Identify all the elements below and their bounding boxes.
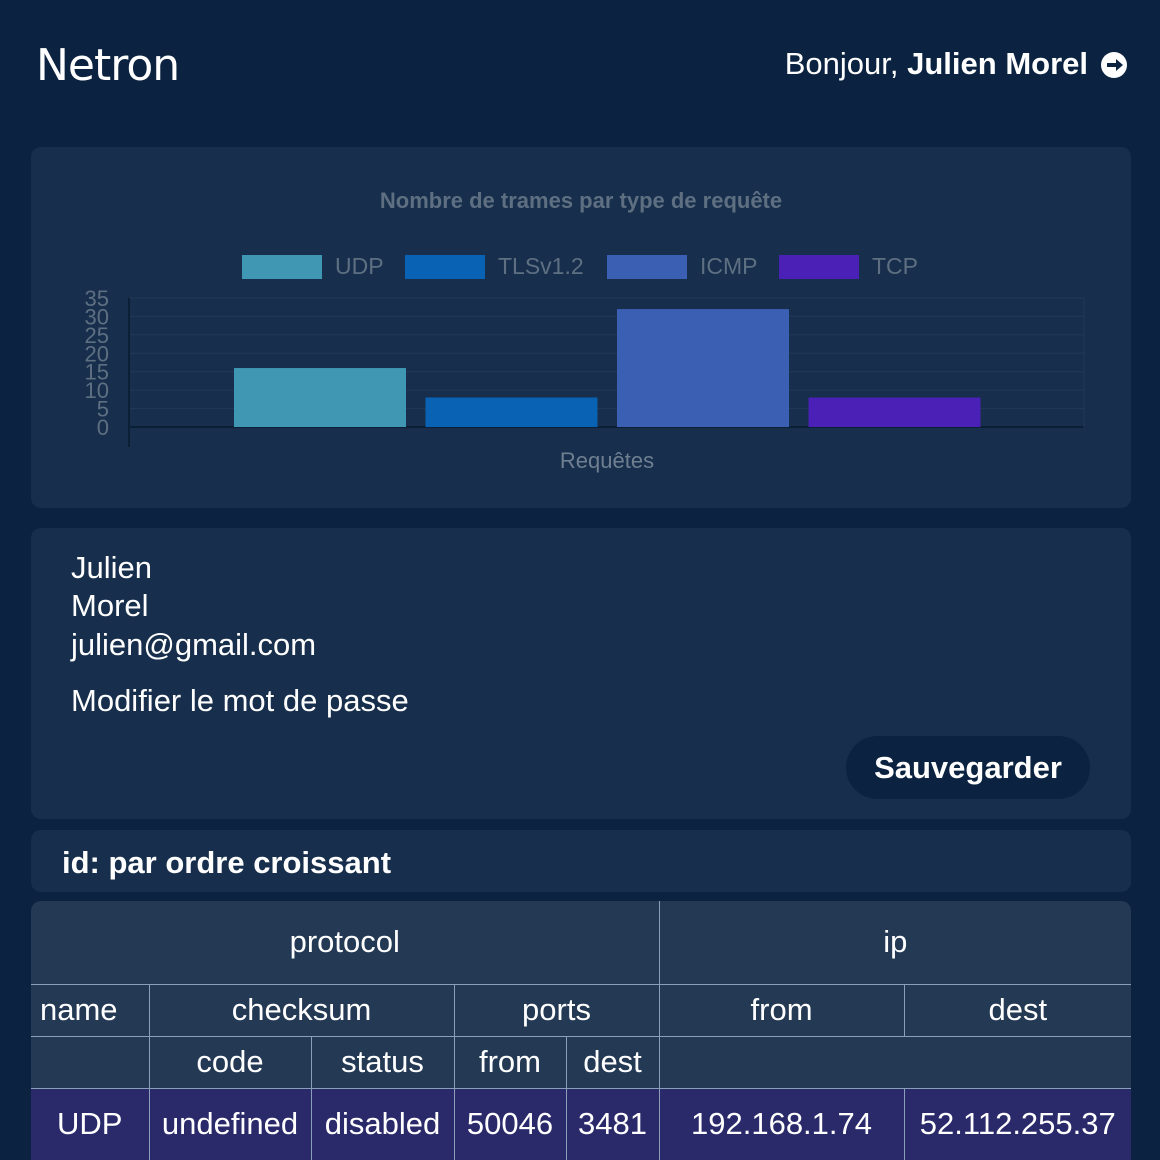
- cell-port-from: 50046: [453, 1087, 566, 1160]
- y-tick-label: 20: [85, 341, 109, 366]
- subheader-code[interactable]: code: [148, 1035, 311, 1088]
- y-tick-label: 15: [85, 360, 109, 385]
- chart-legend: UDP TLSv1.2 ICMP TCP: [242, 253, 918, 279]
- cell-ip-dest: 52.112.255.37: [903, 1087, 1131, 1160]
- group-header-ip[interactable]: ip: [658, 901, 1131, 984]
- subheader-empty: [31, 1035, 149, 1088]
- subheader-port-from[interactable]: from: [453, 1035, 566, 1088]
- profile-last-name: Morel: [71, 588, 149, 623]
- y-tick-label: 25: [85, 323, 109, 348]
- header: Netron Bonjour, Julien Morel: [0, 0, 1160, 130]
- table-row[interactable]: UDP undefined disabled 50046 3481 192.16…: [31, 1087, 1131, 1160]
- greeting: Bonjour, Julien Morel: [785, 46, 1088, 82]
- cell-ip-from: 192.168.1.74: [658, 1087, 905, 1160]
- sort-card: id: par ordre croissant: [31, 830, 1131, 892]
- frames-table-container[interactable]: protocol ip name checksum ports from des…: [31, 901, 1131, 1160]
- chart-card: Nombre de trames par type de requête UDP…: [31, 147, 1131, 508]
- column-header-checksum[interactable]: checksum: [148, 983, 454, 1036]
- legend-label[interactable]: TCP: [872, 253, 918, 279]
- y-tick-label: 5: [97, 397, 109, 422]
- column-header-ports[interactable]: ports: [453, 983, 660, 1036]
- subheader-status[interactable]: status: [310, 1035, 454, 1088]
- user-name: Julien Morel: [907, 46, 1088, 81]
- legend-label[interactable]: TLSv1.2: [498, 253, 584, 279]
- cell-name: UDP: [31, 1087, 149, 1160]
- y-tick-label: 35: [85, 286, 109, 311]
- greeting-prefix: Bonjour,: [784, 46, 908, 81]
- chart-title: Nombre de trames par type de requête: [380, 188, 782, 213]
- y-tick-label: 30: [85, 304, 109, 329]
- bar-icmp[interactable]: [617, 309, 789, 427]
- y-tick-label: 0: [97, 415, 109, 440]
- legend-swatch[interactable]: [607, 255, 687, 279]
- frames-table: protocol ip name checksum ports from des…: [31, 901, 1131, 1160]
- legend-swatch[interactable]: [405, 255, 485, 279]
- cell-port-dest: 3481: [565, 1087, 660, 1160]
- subheader-ip-empty: [658, 1035, 1131, 1088]
- table-column-header-row: name checksum ports from dest: [31, 983, 1131, 1036]
- column-header-ip-from[interactable]: from: [658, 983, 905, 1036]
- save-button[interactable]: Sauvegarder: [846, 736, 1090, 799]
- bar-tcp[interactable]: [808, 397, 981, 427]
- chart-bars: [234, 309, 981, 427]
- bar-udp[interactable]: [234, 368, 406, 427]
- profile-email: julien@gmail.com: [71, 627, 317, 662]
- table-group-header-row: protocol ip: [31, 901, 1131, 984]
- netron-logo[interactable]: Netron: [36, 40, 180, 91]
- subheader-port-dest[interactable]: dest: [565, 1035, 660, 1088]
- profile-first-name: Julien: [71, 550, 152, 585]
- table-subheader-row: code status from dest: [31, 1035, 1131, 1088]
- cell-code: undefined: [148, 1087, 311, 1160]
- y-tick-label: 10: [85, 378, 109, 403]
- column-header-name[interactable]: name: [31, 983, 149, 1036]
- column-header-ip-dest[interactable]: dest: [903, 983, 1131, 1036]
- group-header-protocol[interactable]: protocol: [31, 901, 660, 984]
- cell-status: disabled: [310, 1087, 454, 1160]
- legend-swatch[interactable]: [242, 255, 322, 279]
- chart-x-axis-label: Requêtes: [560, 448, 654, 473]
- logout-icon[interactable]: [1100, 51, 1128, 79]
- change-password-link[interactable]: Modifier le mot de passe: [71, 683, 409, 718]
- profile-card: Julien Morel julien@gmail.com Modifier l…: [31, 528, 1131, 819]
- legend-label[interactable]: UDP: [335, 253, 384, 279]
- requests-bar-chart: Nombre de trames par type de requête UDP…: [85, 188, 1085, 473]
- legend-label[interactable]: ICMP: [700, 253, 758, 279]
- legend-swatch[interactable]: [779, 255, 859, 279]
- sort-order-toggle[interactable]: id: par ordre croissant: [62, 845, 392, 880]
- bar-tlsv1-2[interactable]: [425, 397, 598, 427]
